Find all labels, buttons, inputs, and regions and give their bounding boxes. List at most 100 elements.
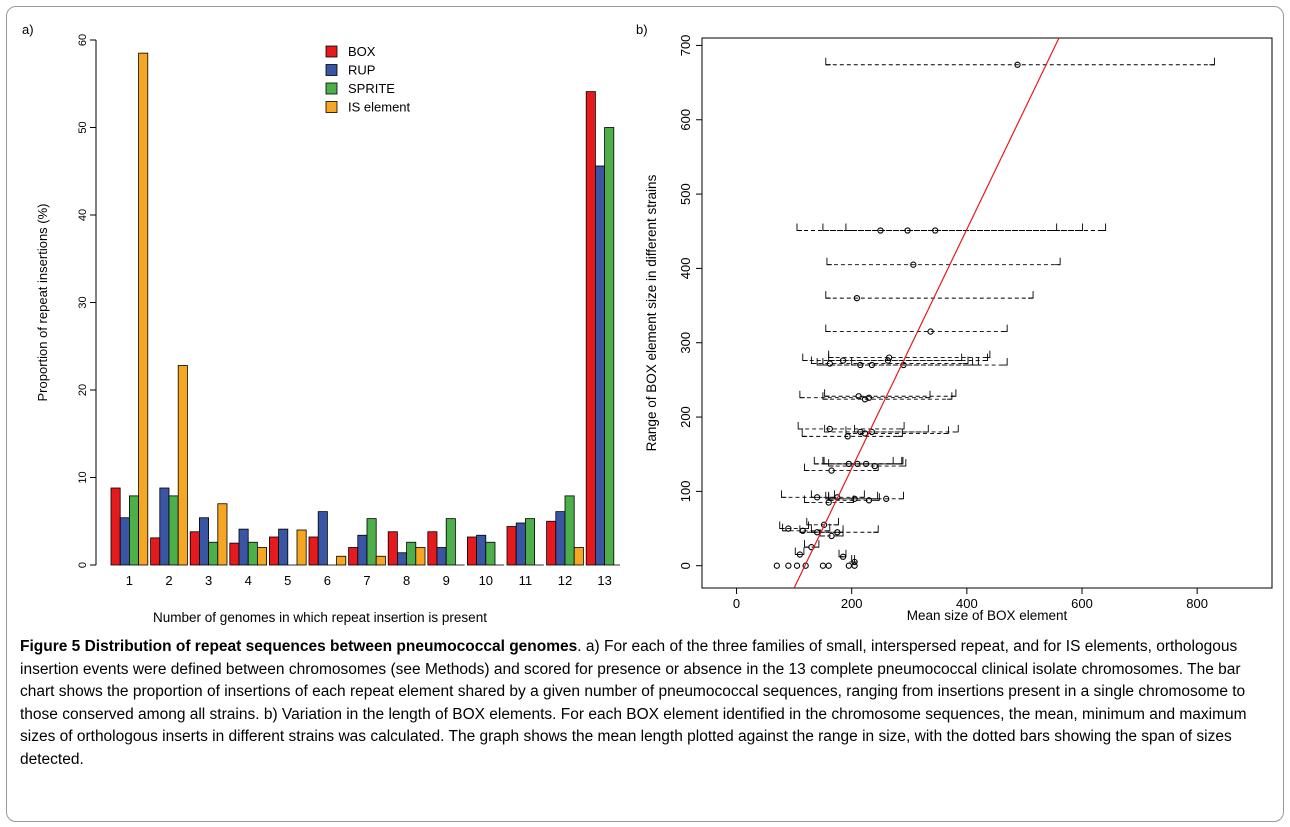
x-tick-label: 400 (956, 596, 978, 611)
bar (247, 541, 258, 566)
range-bar-max-cap (1002, 358, 1008, 366)
y-tick-label: 200 (678, 406, 693, 428)
range-bar-min-cap (804, 495, 810, 503)
legend-label: SPRITE (348, 81, 395, 96)
range-bar-max-cap (798, 547, 805, 556)
range-bar-max-cap (943, 426, 949, 434)
legend-label: RUP (348, 63, 375, 78)
scatter-chart-marks (773, 37, 1215, 589)
range-bar-max-cap (973, 358, 979, 366)
range-bar-max-cap (1028, 291, 1034, 299)
range-bar-min-cap (781, 490, 787, 498)
y-tick-label: 50 (77, 121, 89, 133)
legend-swatch (325, 82, 338, 95)
range-bar-max-cap (872, 491, 879, 500)
y-tick-label: 30 (77, 296, 89, 308)
data-point (796, 551, 804, 558)
x-tick-label: 1 (126, 573, 133, 588)
regression-line (793, 37, 1060, 589)
bar (110, 487, 121, 566)
legend-swatch (325, 45, 338, 58)
bar (485, 541, 496, 566)
x-tick-label: 2 (165, 573, 172, 588)
y-tick-label: 60 (77, 34, 89, 46)
bar (348, 547, 359, 566)
x-tick-label: 6 (324, 573, 331, 588)
range-bar-max-cap (849, 554, 856, 563)
range-bar-min-cap (810, 525, 817, 533)
data-point (785, 562, 792, 569)
range-bar-max-cap (1051, 223, 1058, 231)
range-bar-max-cap (982, 353, 989, 362)
bar (445, 518, 456, 566)
range-bar-max-cap (956, 353, 963, 362)
range-bar-min-cap (813, 456, 820, 465)
range-bar-min-cap (824, 424, 830, 433)
y-tick-label: 40 (77, 209, 89, 221)
bar (217, 503, 228, 566)
range-bar-min-cap (804, 463, 810, 472)
bar (555, 511, 566, 566)
x-axis-label: Mean size of BOX element (907, 608, 1068, 623)
y-tick-label: 0 (678, 562, 693, 569)
range-bar-max-cap (803, 521, 809, 529)
bar (268, 536, 279, 566)
caption-title: Figure 5 Distribution of repeat sequence… (20, 638, 578, 655)
range-bar-min-cap (802, 353, 808, 362)
bar (229, 542, 240, 566)
bar (415, 547, 426, 566)
x-tick-label: 10 (479, 573, 493, 588)
range-bar-max-cap (833, 517, 839, 526)
bar (366, 518, 377, 566)
range-bar-max-cap (838, 525, 844, 533)
range-bar-max-cap (984, 350, 991, 359)
data-point (927, 328, 934, 335)
bar (150, 537, 161, 566)
range-bar-min-cap (828, 459, 834, 467)
panel-a-label: a) (22, 22, 34, 37)
figure-caption: Figure 5 Distribution of repeat sequence… (20, 636, 1275, 771)
x-tick-label: 3 (205, 573, 212, 588)
bar (278, 528, 289, 566)
x-tick-label: 600 (1071, 596, 1093, 611)
range-bar-min-cap (810, 356, 817, 364)
range-bar-max-cap (1002, 324, 1008, 333)
range-bar-min-cap (806, 517, 812, 526)
data-point (773, 562, 780, 569)
bar-chart-bars (110, 52, 620, 566)
bar (604, 127, 615, 566)
bar (336, 555, 347, 566)
data-point (871, 462, 878, 470)
range-bar-max-cap (813, 540, 820, 548)
range-bar-min-cap (782, 523, 788, 532)
x-tick-label: 9 (443, 573, 450, 588)
data-point (825, 562, 832, 569)
x-tick-label: 7 (363, 573, 370, 588)
range-bar-min-cap (822, 392, 828, 400)
range-bar-min-cap (796, 223, 802, 231)
range-bar-min-cap (828, 491, 834, 500)
scatter-chart-axes: 0 200 400 600 800 0 100 200 300 400 500 600 700 Mean … (644, 35, 1273, 623)
x-tick-label: 0 (733, 596, 740, 611)
bar (595, 165, 606, 566)
bar (198, 517, 209, 566)
range-bar-min-cap (794, 547, 801, 556)
range-bar-min-cap (819, 528, 826, 537)
x-tick-label: 12 (558, 573, 572, 588)
bar (436, 547, 447, 566)
y-tick-label: 600 (678, 109, 693, 131)
data-point (793, 562, 801, 569)
legend-swatch (325, 64, 338, 76)
bar (427, 531, 438, 566)
range-bar-max-cap (1100, 223, 1107, 231)
range-bar-min-cap (838, 549, 845, 558)
bar (189, 531, 200, 566)
bar (524, 518, 535, 566)
range-bar-min-cap (828, 353, 834, 362)
bar-chart-axes: 0 10 20 30 40 50 60 Proportion of repeat insert… (35, 34, 612, 625)
data-point (883, 495, 890, 502)
bar (375, 555, 386, 566)
range-bar-max-cap (896, 456, 903, 465)
bar (208, 541, 219, 566)
x-tick-label: 5 (284, 573, 291, 588)
